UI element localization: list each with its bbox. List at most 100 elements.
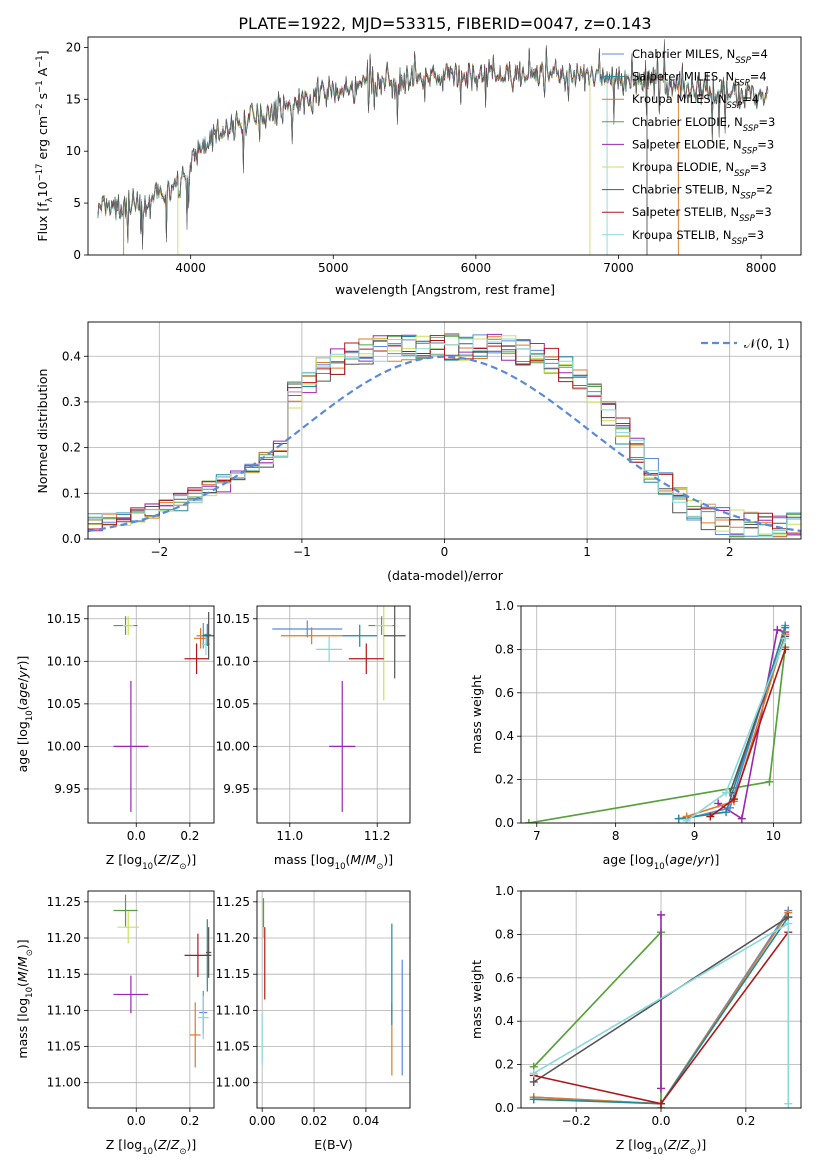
y-tick-label: 0.2 bbox=[495, 1058, 514, 1072]
x-tick-label: 0.2 bbox=[180, 829, 199, 843]
mass-weight-marker bbox=[674, 814, 683, 823]
y-tick-label: 0.2 bbox=[62, 441, 81, 455]
y-tick-label: 0.6 bbox=[495, 971, 514, 985]
legend-label-part: SSP bbox=[743, 124, 759, 134]
legend-label-part: =4 bbox=[751, 47, 768, 61]
legend-label: Salpeter ELODIE, NSSP=3 bbox=[632, 137, 774, 156]
legend-label: Chabrier ELODIE, NSSP=3 bbox=[632, 115, 775, 134]
legend-label-part: Chabrier ELODIE, N bbox=[632, 115, 743, 129]
y-axis-label: mass weight bbox=[469, 675, 484, 754]
x-tick-label: 6000 bbox=[461, 261, 492, 275]
legend-label-part: SSP bbox=[734, 79, 750, 89]
plot-area-age_vs_Z bbox=[113, 611, 214, 812]
y-tick-label: 1.0 bbox=[495, 599, 514, 613]
plot-area-mass_vs_Z bbox=[113, 894, 212, 1068]
legend-label-part: =3 bbox=[747, 228, 764, 242]
y-tick-label: 11.10 bbox=[216, 1003, 250, 1017]
legend-label-part: =3 bbox=[750, 160, 767, 174]
y-tick-label: 10.00 bbox=[216, 739, 250, 753]
legend-label: Salpeter MILES, NSSP=4 bbox=[632, 70, 767, 89]
x-axis-label-part: Z [log bbox=[616, 1137, 652, 1152]
x-axis-label: E(B-V) bbox=[314, 1137, 353, 1152]
y-tick-label: 11.20 bbox=[47, 931, 81, 945]
x-axis-label-part: 10 bbox=[335, 862, 346, 872]
y-axis-label-part: ( bbox=[15, 982, 30, 987]
y-axis-label-part: age bbox=[15, 682, 30, 706]
y-tick-label: 0.0 bbox=[62, 532, 81, 546]
y-tick-label: 10.00 bbox=[47, 739, 81, 753]
plot-area-age_vs_mass bbox=[272, 606, 406, 812]
y-tick-label: 0.6 bbox=[495, 686, 514, 700]
panel-mass_vs_Z: 0.0 0.2 11.00 11.05 11.10 11.15 11.20 11.25 Z [l… bbox=[15, 890, 215, 1157]
mass-weight-marker bbox=[706, 812, 715, 821]
x-tick-label: 8 bbox=[612, 829, 620, 843]
legend-label-part: =3 bbox=[755, 205, 772, 219]
y-axis-label-part: yr bbox=[15, 665, 30, 679]
y-tick-label: 11.15 bbox=[47, 967, 81, 981]
legend-label: Chabrier MILES, NSSP=4 bbox=[632, 47, 768, 66]
y-tick-label: 10.10 bbox=[216, 654, 250, 668]
legend-label-part: Salpeter STELIB, N bbox=[632, 205, 739, 219]
y-tick-label: 0.4 bbox=[495, 1014, 514, 1028]
x-axis-label-part: mass [log bbox=[274, 852, 335, 867]
legend-label-part: Kroupa MILES, N bbox=[632, 92, 727, 106]
x-axis-label: (data-model)/error bbox=[387, 568, 504, 583]
y-tick-label: 10.05 bbox=[47, 697, 81, 711]
y-tick-label: 0.3 bbox=[62, 395, 81, 409]
x-tick-label: 0.0 bbox=[651, 1114, 670, 1128]
x-tick-label: 0.0 bbox=[127, 1114, 146, 1128]
plot-area-mass_vs_EBV bbox=[261, 898, 403, 1076]
y-axis-label-part: −1 bbox=[35, 55, 45, 68]
legend-label: Kroupa ELODIE, NSSP=3 bbox=[632, 160, 767, 179]
x-axis-label-part: ( bbox=[153, 852, 158, 867]
x-axis-label-part: E(B-V) bbox=[314, 1137, 353, 1152]
mass-weight-marker bbox=[529, 1069, 538, 1078]
axes-frame bbox=[256, 890, 411, 1109]
y-tick-label: 9.95 bbox=[223, 782, 250, 796]
y-axis-label-part: / bbox=[15, 677, 30, 682]
histogram-step-line bbox=[88, 338, 801, 538]
x-axis-label: age [log10(age/yr)] bbox=[603, 852, 720, 872]
x-tick-label: 0.0 bbox=[127, 829, 146, 843]
panel-residuals: −2 −1 0 1 2 0.0 0.1 0.2 0.3 0.4 𝒩(0, 1) (data-model… bbox=[35, 321, 802, 583]
y-axis-label-part: λ bbox=[45, 197, 55, 202]
spectrum-data-line bbox=[97, 39, 769, 250]
x-axis-label-part: Z bbox=[157, 852, 167, 867]
y-axis-label-part: erg cm bbox=[35, 116, 50, 164]
mass-weight-marker bbox=[657, 910, 665, 919]
x-tick-label: 10 bbox=[766, 829, 781, 843]
x-axis-label-part: / bbox=[167, 1137, 172, 1152]
axes-frame bbox=[520, 890, 802, 1109]
x-axis-label-part: ( bbox=[663, 1137, 668, 1152]
x-tick-label: 5000 bbox=[318, 261, 349, 275]
legend-label-part: =4 bbox=[750, 70, 767, 84]
y-tick-label: 11.25 bbox=[47, 895, 81, 909]
legend-label-part: SSP bbox=[742, 146, 758, 156]
x-axis-label-part: age bbox=[670, 852, 694, 867]
x-axis-label-part: ⊙ bbox=[689, 1147, 696, 1157]
x-tick-label: 0.2 bbox=[736, 1114, 755, 1128]
mass-weight-marker bbox=[657, 1099, 665, 1108]
y-tick-label: 0.0 bbox=[495, 816, 514, 830]
y-tick-label: 20 bbox=[66, 40, 81, 54]
legend-label-part: Chabrier STELIB, N bbox=[632, 183, 740, 197]
y-tick-label: 10.05 bbox=[216, 697, 250, 711]
plot-area-mass_weight_vs_Z bbox=[529, 906, 793, 1108]
legend-label-gaussian-part: 𝒩(0, 1) bbox=[744, 336, 790, 351]
axes-frame bbox=[87, 36, 802, 256]
x-axis-label-part: M bbox=[365, 852, 376, 867]
mass-weight-marker bbox=[781, 645, 790, 654]
x-axis-label-part: 10 bbox=[652, 1147, 663, 1157]
x-axis-label-part: ( bbox=[153, 1137, 158, 1152]
y-axis-label-part: age [log bbox=[15, 721, 30, 772]
y-axis-label: Flux [fλ10−17 erg cm−2 s−1 A−1] bbox=[35, 50, 55, 241]
y-axis-label-part: −1 bbox=[35, 80, 45, 93]
legend-label-part: SSP bbox=[727, 101, 743, 111]
x-axis-label-part: wavelength [Angstrom, rest frame] bbox=[335, 282, 555, 297]
x-tick-label: 2 bbox=[726, 545, 734, 559]
x-axis-label-part: Z bbox=[157, 1137, 167, 1152]
y-tick-label: 11.15 bbox=[216, 967, 250, 981]
x-tick-label: 11.2 bbox=[364, 829, 391, 843]
panel-age_vs_mass: 11.0 11.2 9.95 10.00 10.05 10.10 10.15 mass [lo… bbox=[216, 605, 411, 872]
mass-weight-marker bbox=[529, 1095, 538, 1104]
